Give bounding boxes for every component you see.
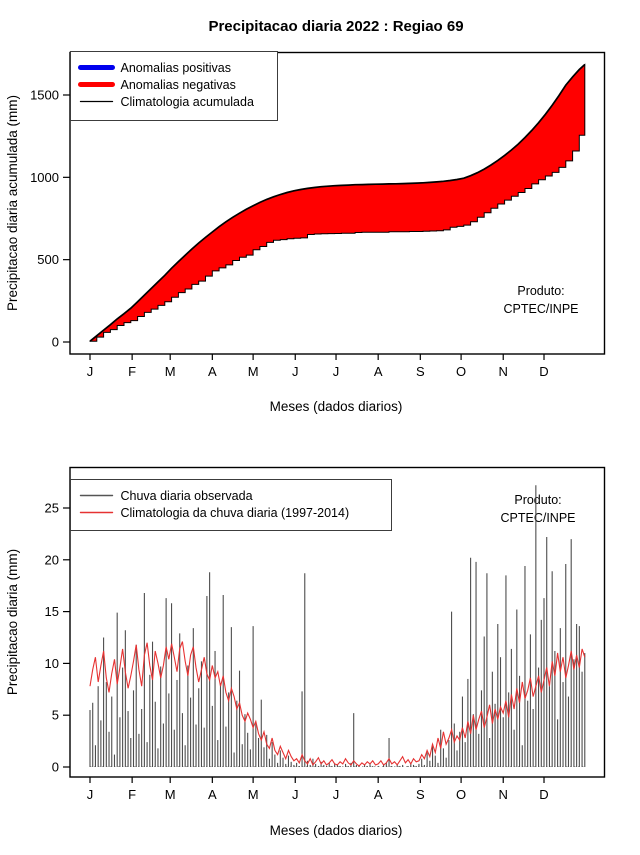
x-tick-label: J: [87, 787, 94, 802]
y-tick-label: 5: [52, 708, 59, 723]
plot-box: [69, 51, 606, 355]
bottom-chart-static: Precipitacao diaria (mm) Meses (dados di…: [5, 493, 576, 838]
x-tick-label: D: [539, 364, 548, 379]
x-tick-label: N: [499, 364, 508, 379]
x-tick-label: O: [456, 787, 466, 802]
x-tick-label: J: [87, 364, 94, 379]
y-tick-label: 0: [52, 760, 59, 775]
bottom-produto-note-line2: CPTEC/INPE: [500, 511, 575, 525]
legend-entry-label: Climatologia da chuva diaria (1997-2014): [121, 506, 350, 520]
plot-box: [69, 466, 606, 778]
page-title: Precipitacao diaria 2022 : Regiao 69: [208, 18, 463, 35]
x-tick-label: S: [416, 364, 425, 379]
x-tick-label: J: [333, 364, 340, 379]
x-tick-label: F: [128, 364, 136, 379]
y-tick-label: 20: [45, 552, 59, 567]
top-cumulative-chart: J F M A M J J A S O N D 0 500 1000 1500 Anomalias positi…: [30, 51, 606, 379]
y-tick-label: 500: [37, 252, 59, 267]
x-tick-label: A: [374, 787, 383, 802]
y-tick-label: 15: [45, 604, 59, 619]
x-tick-label: M: [248, 787, 259, 802]
bottom-daily-chart: J F M A M J J A S O N D 0 5 10 15 20 25 Chuva diaria obser…: [45, 466, 606, 802]
top-produto-note-line1: Produto:: [517, 284, 564, 298]
daily-climatology-line: [89, 641, 586, 767]
legend-entry-label: Chuva diaria observada: [121, 489, 253, 503]
legend-box: [70, 479, 392, 531]
climatology-accumulated-line: [89, 63, 586, 342]
x-tick-label: A: [208, 364, 217, 379]
x-tick-label: M: [165, 787, 176, 802]
x-tick-label: A: [208, 787, 217, 802]
x-tick-label: J: [292, 364, 299, 379]
x-tick-label: S: [416, 787, 425, 802]
x-tick-label: D: [539, 787, 548, 802]
legend-entry-label: Anomalias positivas: [121, 61, 231, 75]
top-x-axis-label: Meses (dados diarios): [270, 399, 403, 414]
bottom-y-axis-label: Precipitacao diaria (mm): [5, 549, 20, 695]
x-tick-label: J: [292, 787, 299, 802]
x-tick-label: F: [128, 787, 136, 802]
legend-entry-label: Climatologia acumulada: [121, 95, 254, 109]
y-tick-label: 1500: [30, 87, 59, 102]
y-tick-label: 0: [52, 335, 59, 350]
x-tick-label: M: [248, 364, 259, 379]
x-tick-label: J: [333, 787, 340, 802]
observed-daily-bars: [89, 485, 586, 767]
x-tick-label: A: [374, 364, 383, 379]
top-y-axis-label: Precipitacao diaria acumulada (mm): [5, 95, 20, 311]
top-chart-static: Precipitacao diaria acumulada (mm) Meses…: [5, 95, 579, 414]
bottom-produto-note-line1: Produto:: [514, 493, 561, 507]
y-tick-label: 1000: [30, 170, 59, 185]
x-tick-label: M: [165, 364, 176, 379]
y-tick-label: 10: [45, 656, 59, 671]
y-tick-label: 25: [45, 501, 59, 516]
top-produto-note-line2: CPTEC/INPE: [503, 302, 578, 316]
bottom-x-axis-label: Meses (dados diarios): [270, 823, 403, 838]
x-tick-label: N: [499, 787, 508, 802]
x-tick-label: O: [456, 364, 466, 379]
legend-entry-label: Anomalias negativas: [121, 78, 236, 92]
